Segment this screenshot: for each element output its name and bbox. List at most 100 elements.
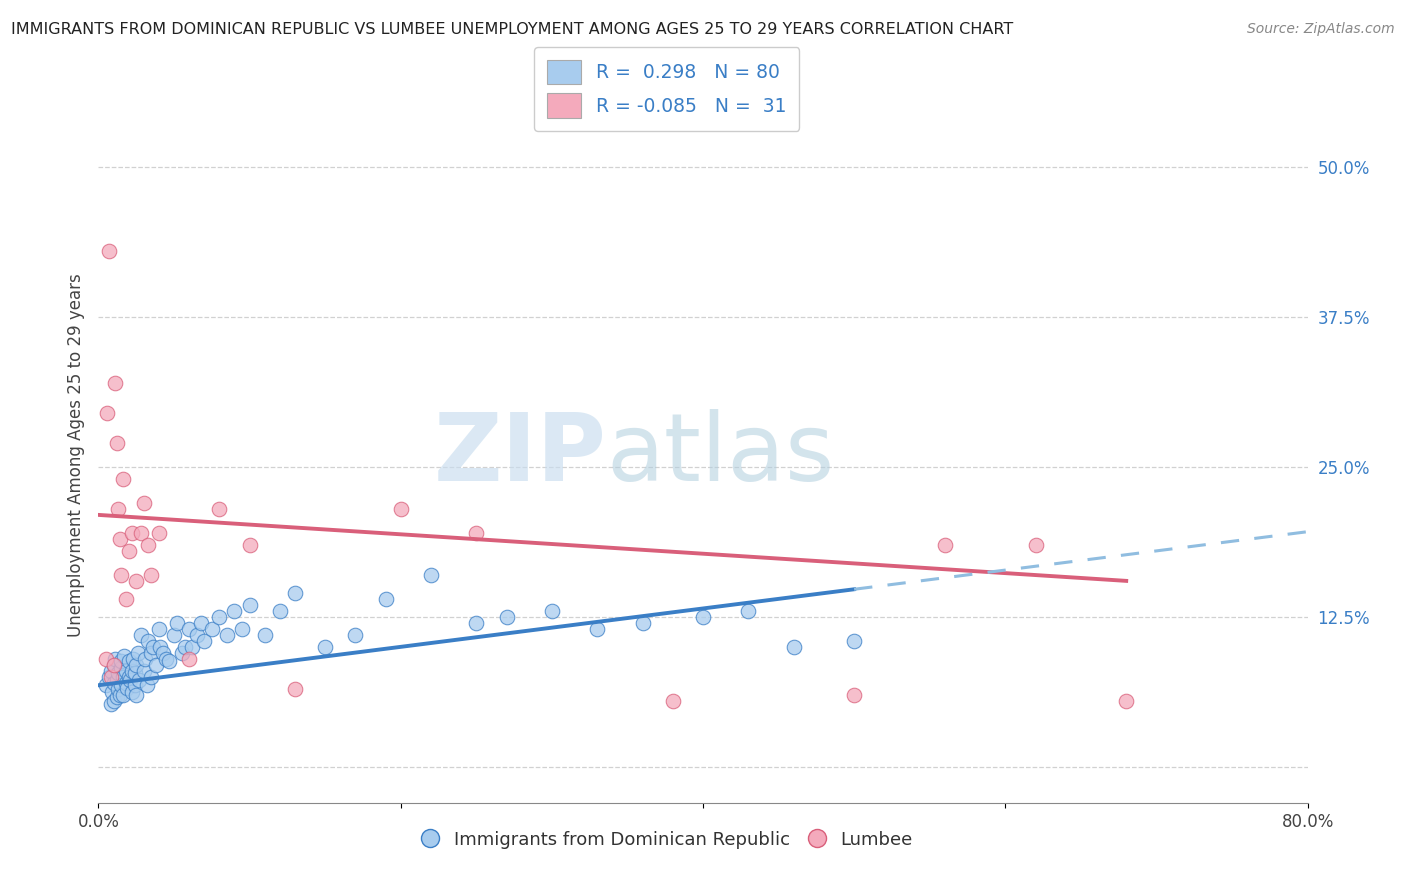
Point	[374, 591, 396, 606]
Point	[121, 685, 143, 699]
Point	[110, 654, 132, 668]
Point	[98, 670, 121, 684]
Point	[103, 657, 125, 672]
Point	[145, 657, 167, 672]
Point	[465, 525, 488, 540]
Point	[104, 376, 127, 390]
Point	[107, 502, 129, 516]
Text: ZIP: ZIP	[433, 409, 606, 501]
Point	[692, 610, 714, 624]
Point	[111, 472, 134, 486]
Point	[105, 690, 128, 705]
Point	[844, 688, 866, 702]
Point	[269, 604, 291, 618]
Point	[118, 654, 141, 668]
Point	[100, 670, 122, 684]
Point	[239, 598, 262, 612]
Point	[118, 544, 141, 558]
Y-axis label: Unemployment Among Ages 25 to 29 years: Unemployment Among Ages 25 to 29 years	[66, 273, 84, 637]
Point	[215, 628, 238, 642]
Point	[193, 633, 215, 648]
Point	[148, 622, 170, 636]
Point	[94, 678, 117, 692]
Point	[181, 640, 204, 654]
Point	[127, 646, 149, 660]
Point	[125, 574, 148, 588]
Point	[114, 591, 136, 606]
Text: atlas: atlas	[606, 409, 835, 501]
Point	[124, 678, 146, 692]
Point	[105, 673, 128, 688]
Point	[98, 244, 121, 258]
Point	[110, 678, 132, 692]
Point	[1024, 538, 1046, 552]
Point	[136, 538, 159, 552]
Point	[152, 646, 174, 660]
Point	[155, 652, 177, 666]
Point	[389, 502, 412, 516]
Point	[314, 640, 336, 654]
Point	[163, 628, 186, 642]
Point	[142, 640, 165, 654]
Point	[284, 681, 307, 696]
Point	[586, 622, 609, 636]
Point	[100, 698, 122, 712]
Point	[115, 681, 138, 695]
Point	[186, 628, 208, 642]
Point	[136, 633, 159, 648]
Text: Source: ZipAtlas.com: Source: ZipAtlas.com	[1247, 22, 1395, 37]
Point	[224, 604, 246, 618]
Point	[111, 688, 134, 702]
Point	[135, 678, 157, 692]
Point	[125, 688, 148, 702]
Point	[112, 649, 135, 664]
Point	[114, 676, 136, 690]
Point	[1115, 694, 1137, 708]
Point	[104, 652, 127, 666]
Text: IMMIGRANTS FROM DOMINICAN REPUBLIC VS LUMBEE UNEMPLOYMENT AMONG AGES 25 TO 29 YE: IMMIGRANTS FROM DOMINICAN REPUBLIC VS LU…	[11, 22, 1014, 37]
Point	[121, 664, 143, 678]
Point	[783, 640, 806, 654]
Point	[110, 661, 132, 675]
Point	[201, 622, 224, 636]
Point	[148, 525, 170, 540]
Point	[129, 628, 152, 642]
Point	[737, 604, 759, 618]
Point	[190, 615, 212, 630]
Point	[141, 646, 163, 660]
Point	[495, 610, 517, 624]
Point	[141, 567, 163, 582]
Point	[284, 586, 307, 600]
Point	[159, 654, 181, 668]
Point	[121, 525, 143, 540]
Point	[465, 615, 488, 630]
Point	[129, 525, 152, 540]
Point	[103, 657, 125, 672]
Point	[118, 670, 141, 684]
Point	[128, 673, 150, 688]
Point	[107, 681, 129, 696]
Point	[253, 628, 276, 642]
Point	[100, 664, 122, 678]
Point	[179, 622, 201, 636]
Point	[420, 567, 443, 582]
Point	[179, 652, 201, 666]
Point	[107, 666, 129, 681]
Point	[166, 615, 188, 630]
Point	[108, 688, 131, 702]
Point	[844, 633, 866, 648]
Point	[934, 538, 956, 552]
Point	[103, 676, 125, 690]
Point	[631, 615, 654, 630]
Point	[231, 622, 253, 636]
Point	[96, 406, 118, 420]
Point	[124, 666, 146, 681]
Point	[110, 567, 132, 582]
Point	[173, 640, 195, 654]
Point	[103, 694, 125, 708]
Point	[105, 436, 128, 450]
Point	[141, 670, 163, 684]
Point	[125, 657, 148, 672]
Point	[149, 640, 172, 654]
Legend: Immigrants from Dominican Republic, Lumbee: Immigrants from Dominican Republic, Lumb…	[413, 823, 920, 856]
